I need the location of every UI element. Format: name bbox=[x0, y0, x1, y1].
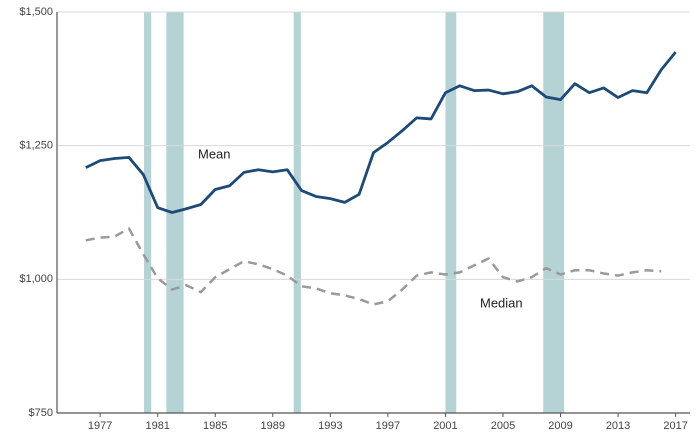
y-tick-label: $1,250 bbox=[19, 140, 53, 152]
x-tick-label: 2009 bbox=[548, 420, 572, 432]
x-tick-label: 1993 bbox=[318, 420, 342, 432]
x-tick-label: 2017 bbox=[663, 420, 687, 432]
recession-layer bbox=[144, 12, 565, 413]
recession-band bbox=[144, 12, 152, 413]
y-tick-label: $1,500 bbox=[19, 6, 53, 18]
x-tick-label: 1985 bbox=[203, 420, 227, 432]
x-tick-label: 1997 bbox=[376, 420, 400, 432]
x-tick-label: 1989 bbox=[261, 420, 285, 432]
x-tick-label: 2001 bbox=[433, 420, 457, 432]
x-tick-label: 1981 bbox=[145, 420, 169, 432]
y-tick-label: $750 bbox=[29, 407, 53, 419]
series-label: Median bbox=[480, 295, 523, 310]
y-tick-label: $1,000 bbox=[19, 273, 53, 285]
recession-band bbox=[445, 12, 457, 413]
series-label: Mean bbox=[198, 146, 231, 161]
recession-band bbox=[543, 12, 565, 413]
x-tick-label: 2005 bbox=[491, 420, 515, 432]
line-layer bbox=[85, 51, 677, 306]
series-line bbox=[85, 51, 677, 214]
grid-layer bbox=[57, 11, 690, 414]
x-tick-label: 2013 bbox=[606, 420, 630, 432]
recession-band bbox=[293, 12, 301, 413]
x-tick-label: 1977 bbox=[88, 420, 112, 432]
